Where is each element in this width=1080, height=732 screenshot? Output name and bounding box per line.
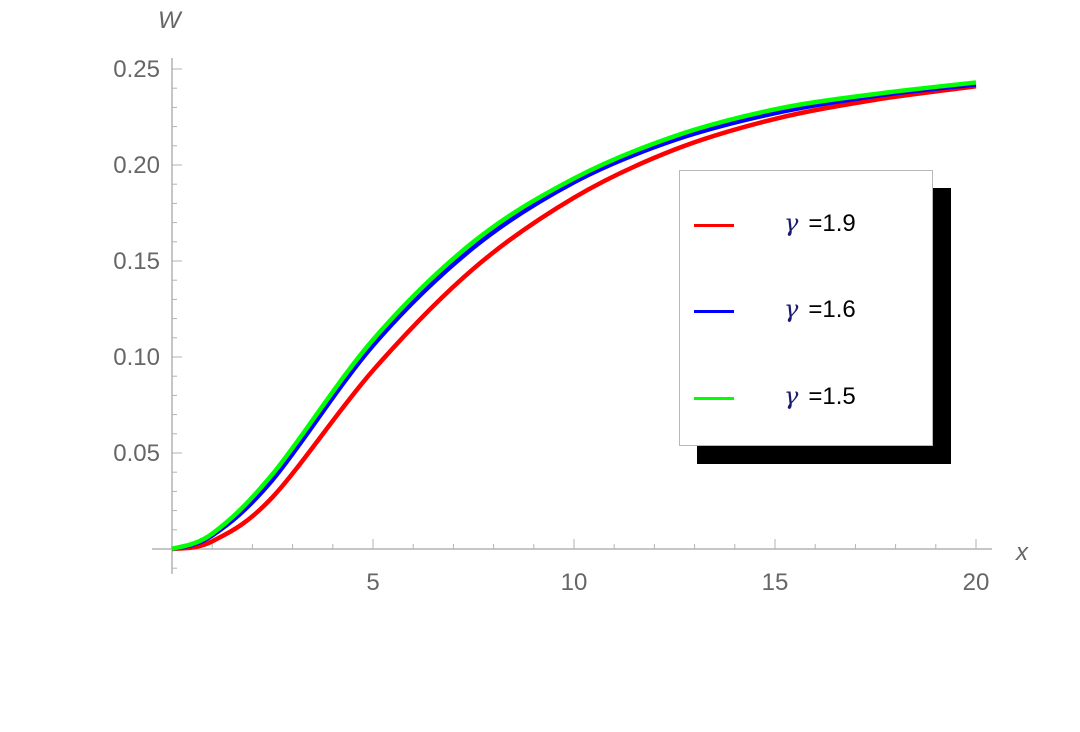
axes: 5 10 15 20 0.05 0.10 0.15 0.20 0.25 [113, 56, 992, 596]
legend-item-gamma-1-5: γ =1.5 [680, 378, 932, 418]
y-axis-label: W [158, 7, 183, 34]
y-tick-label: 0.05 [113, 440, 160, 467]
legend-swatch-green [694, 397, 734, 400]
x-tick-label: 20 [963, 569, 990, 596]
y-tick-label: 0.25 [113, 56, 160, 83]
gamma-symbol: γ [784, 295, 799, 323]
x-tick-label: 15 [762, 569, 789, 596]
x-tick-label: 10 [561, 569, 588, 596]
y-tick-label: 0.15 [113, 248, 160, 275]
x-tick-label: 5 [366, 569, 379, 596]
series-line [171, 84, 977, 552]
legend-swatch-blue [694, 310, 734, 313]
y-tick-label: 0.20 [113, 152, 160, 179]
legend: γ =1.9 γ =1.6 γ =1.5 [679, 170, 933, 446]
legend-label: =1.6 [808, 296, 856, 323]
legend-item-gamma-1-6: γ =1.6 [680, 291, 932, 331]
legend-swatch-red [694, 224, 734, 227]
series-line [171, 80, 977, 552]
legend-item-gamma-1-9: γ =1.9 [680, 205, 932, 245]
gamma-symbol: γ [784, 382, 799, 410]
series-line [171, 82, 977, 552]
y-tick-label: 0.10 [113, 344, 160, 371]
x-axis-label: x [1015, 539, 1029, 566]
curves [171, 80, 977, 552]
gamma-symbol: γ [784, 209, 799, 237]
legend-label: =1.9 [808, 210, 856, 237]
legend-label: =1.5 [808, 383, 856, 410]
